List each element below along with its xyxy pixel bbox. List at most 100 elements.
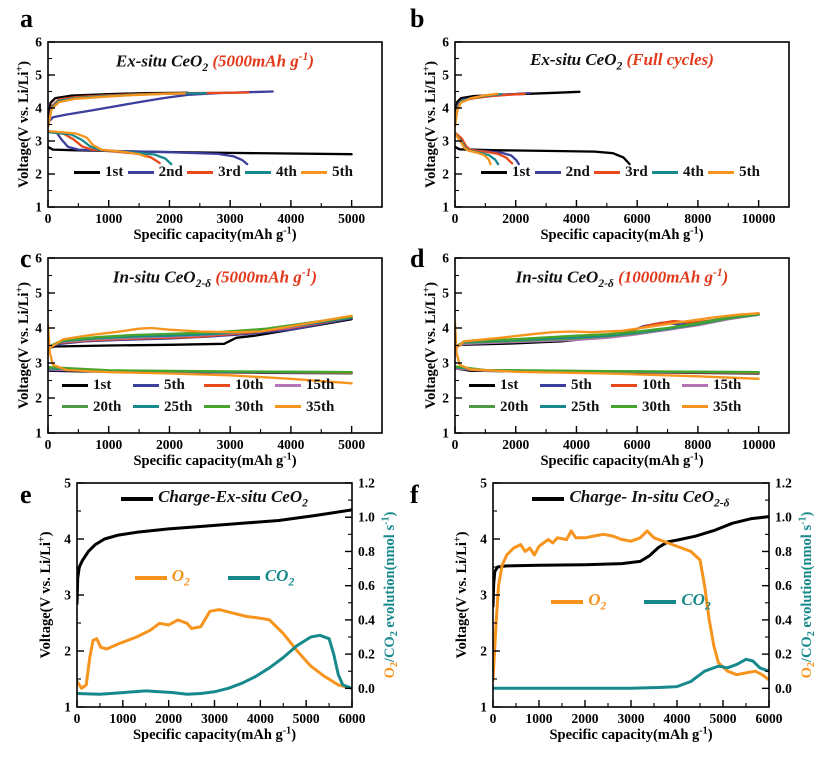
series-3rd <box>455 131 514 165</box>
y2-tick-label: 0.8 <box>358 544 375 559</box>
legend: Charge- In-situ CeO2-δ <box>493 487 769 510</box>
y2-tick-label: 1.2 <box>775 476 792 491</box>
x-tick-label: 6000 <box>624 437 651 452</box>
plot-c: 0 1000 2000 3000 4000 5000 1 2 3 4 5 6 Specific capa… <box>15 251 383 470</box>
legend-line-swatch <box>469 383 495 387</box>
legend-label: 35th <box>713 398 742 415</box>
x-tick-label: 0 <box>490 711 497 726</box>
legend-entry: Charge-Ex-situ CeO2 <box>121 487 308 510</box>
axes <box>47 257 383 434</box>
panel-letter-c: c <box>20 244 32 273</box>
legend: 1st 2nd 3rd 4th 5th <box>481 164 760 181</box>
y-tick-label: 2 <box>64 644 71 659</box>
legend-label: 1st <box>93 377 112 393</box>
y2-tick-label: 0.0 <box>358 681 375 696</box>
x-tick-label: 4000 <box>563 211 590 226</box>
series-CO2 <box>77 633 352 696</box>
legend-line-swatch <box>651 170 678 174</box>
y-tick-label: 2 <box>480 644 487 659</box>
legend-entry: 2nd <box>534 164 590 181</box>
x-tick-label: 2000 <box>156 211 183 226</box>
legend-label: 20th <box>500 398 529 415</box>
legend-line-swatch <box>534 170 561 174</box>
x-tick-label: 2000 <box>156 437 183 452</box>
y-tick-label: 5 <box>442 286 449 301</box>
panel-d: 0 2000 4000 6000 8000 10000 1 2 3 4 5 6 Specific cap… <box>416 240 832 473</box>
series-Charge <box>493 515 769 608</box>
y-tick-label: 3 <box>35 134 42 149</box>
legend-entry: 1st <box>469 377 540 394</box>
y2-tick-label: 0.8 <box>775 544 792 559</box>
x-tick-label: 4000 <box>664 711 691 726</box>
legend-label: 20th <box>93 398 122 415</box>
x-tick-label: 2000 <box>572 711 599 726</box>
series-Charge <box>77 508 352 605</box>
legend-label: 15th <box>713 377 742 393</box>
tick-labels: 0 1000 2000 3000 4000 5000 6000 1 2 3 4 5 0.0 0.2 0.4 0… <box>480 476 792 727</box>
panel-title: Ex-situ CeO2 (5000mAh g-1) <box>115 50 315 75</box>
series-3rd <box>48 130 161 165</box>
legend-entry: 3rd <box>594 164 648 181</box>
series-group <box>77 508 352 696</box>
legend-line-swatch <box>540 405 566 409</box>
y-tick-label: 3 <box>35 356 42 371</box>
y-tick-label: 6 <box>442 251 449 266</box>
y-tick-label: 5 <box>480 476 487 491</box>
series-group <box>455 90 631 166</box>
x-tick-label: 3000 <box>201 711 228 726</box>
legend-line-swatch <box>611 405 637 409</box>
y-tick-label: 2 <box>442 167 449 182</box>
legend-entry: 10th <box>204 377 275 394</box>
panel-letter-f: f <box>410 480 419 509</box>
legend-label: 10th <box>642 377 671 393</box>
panel-title: In-situ CeO2-δ (5000mAh g-1) <box>112 266 318 291</box>
legend-label: 2nd <box>158 164 183 180</box>
legend-entry: 1st <box>74 164 123 181</box>
legend-label: CO2 <box>264 566 295 589</box>
x-tick-label: 2000 <box>502 437 529 452</box>
legend-line-swatch <box>682 405 708 409</box>
x-axis-label: Specific capacity(mAh g-1) <box>133 452 296 470</box>
x-tick-label: 10000 <box>742 211 776 226</box>
legend-entry: 5th <box>540 377 611 394</box>
x-tick-label: 3000 <box>618 711 645 726</box>
legend-entry: O2 <box>134 566 190 589</box>
plot-e: 0 1000 2000 3000 4000 5000 6000 1 2 3 4 5 0.0 0.2 0.4 0… <box>37 476 401 744</box>
y-tick-label: 4 <box>480 532 487 547</box>
legend-line-swatch <box>133 383 159 387</box>
x-tick-label: 0 <box>452 211 459 226</box>
y-tick-label: 1 <box>442 200 449 215</box>
axes <box>76 482 353 708</box>
legend: 1st 5th 10th 15th 20th 25th 30th 35th <box>62 377 346 415</box>
x-axis-label: Specific capacity(mAh g-1) <box>133 226 296 243</box>
y2-axis-label: O2/CO2 evolution(nmol s-1) <box>381 511 401 678</box>
x-tick-label: 0 <box>45 211 52 226</box>
series-1st <box>455 145 631 166</box>
x-tick-label: 4000 <box>277 437 304 452</box>
legend-entry: 5th <box>301 164 353 181</box>
y-tick-label: 3 <box>480 588 487 603</box>
legend-entry: 5th <box>133 377 204 394</box>
x-axis-label: Specific capacity(mAh g-1) <box>133 726 296 744</box>
panel-b: 0 2000 4000 6000 8000 10000 1 2 3 4 5 6 Specific cap… <box>416 0 832 242</box>
panel-letter-a: a <box>20 4 33 33</box>
y-tick-label: 5 <box>64 476 71 491</box>
panel-letter-b: b <box>410 4 425 33</box>
legend-entry: 2nd <box>127 164 183 181</box>
y-axis-label: Voltage(V vs. Li/Li+) <box>422 61 440 188</box>
y2-tick-label: 0.4 <box>775 612 792 627</box>
legend-entry: 35th <box>275 399 346 416</box>
x-tick-label: 1000 <box>95 211 122 226</box>
series-35th <box>48 314 353 351</box>
legend-line-swatch <box>74 170 100 174</box>
series-5th <box>455 132 492 166</box>
legend-entry: 1st <box>481 164 530 181</box>
legend-label: 35th <box>306 398 335 415</box>
legend-entry: 15th <box>682 377 753 394</box>
x-tick-label: 8000 <box>684 211 711 226</box>
x-tick-label: 3000 <box>217 437 244 452</box>
legend-label: 5th <box>739 164 760 180</box>
series-group <box>455 312 760 380</box>
legend-label: 1st <box>512 164 531 180</box>
